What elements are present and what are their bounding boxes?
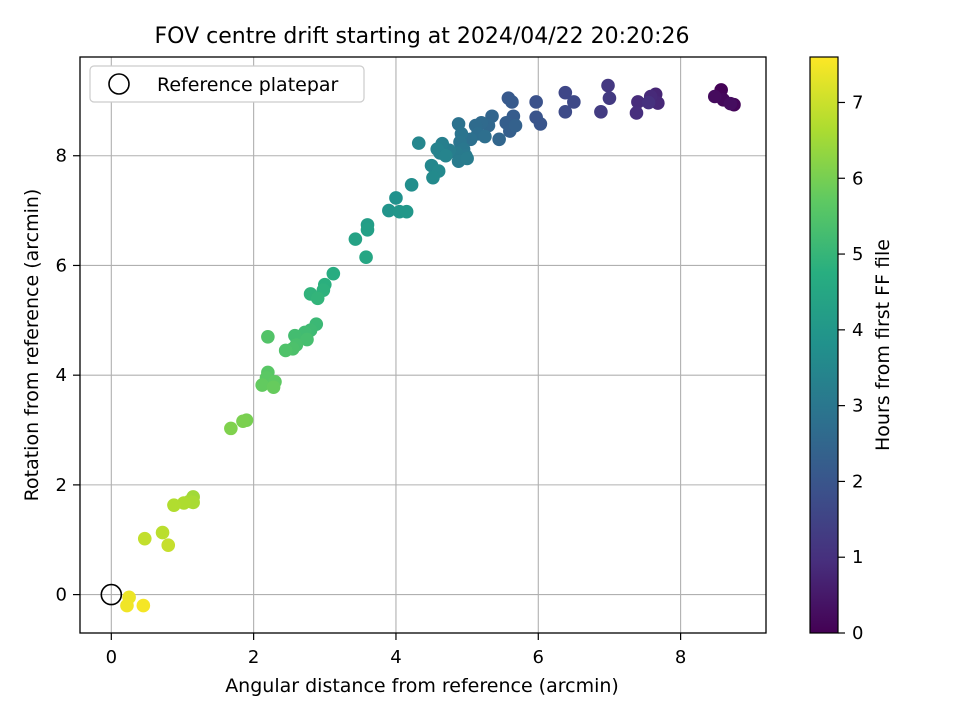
data-point: [505, 95, 519, 109]
plot-area: 0 2 4 6 8 0 2 4 6 8 Reference platepar: [56, 56, 767, 668]
data-point: [326, 266, 341, 281]
colorbar: 0 1 2 3 4 5 6 7 Hours from first FF file: [809, 56, 894, 644]
y-tick-label: 6: [56, 255, 67, 276]
data-point: [629, 106, 644, 120]
data-point: [155, 525, 170, 540]
data-point: [236, 414, 250, 429]
data-point: [382, 203, 396, 218]
data-point: [558, 85, 573, 100]
colorbar-tick-label: 7: [852, 92, 863, 113]
colorbar-tick-label: 2: [852, 471, 863, 492]
colorbar-tick-label: 4: [852, 320, 863, 341]
grid-lines: [80, 57, 766, 633]
data-point: [278, 343, 293, 358]
colorbar-tick-label: 1: [852, 547, 863, 568]
x-axis-ticks: 0 2 4 6 8: [106, 633, 686, 668]
data-point: [558, 105, 573, 119]
colorbar-tick-label: 6: [852, 168, 863, 189]
legend: Reference platepar: [89, 65, 365, 103]
data-point: [438, 148, 453, 163]
y-tick-label: 4: [56, 365, 67, 386]
x-tick-label: 8: [675, 647, 686, 668]
colorbar-ticks: 0 1 2 3 4 5 6 7: [838, 92, 863, 644]
data-point: [161, 538, 176, 553]
data-point: [567, 95, 581, 109]
x-tick-label: 4: [390, 647, 401, 668]
y-tick-label: 2: [56, 475, 67, 496]
colorbar-gradient: [809, 56, 839, 634]
colorbar-tick-label: 3: [852, 396, 863, 417]
data-point: [723, 96, 738, 111]
data-point: [533, 117, 548, 131]
data-point: [601, 78, 615, 93]
data-point: [136, 598, 151, 613]
x-tick-label: 2: [248, 647, 259, 668]
legend-box: [89, 65, 365, 103]
data-point: [492, 132, 506, 147]
y-tick-label: 0: [56, 585, 67, 606]
x-axis-label: Angular distance from reference (arcmin): [225, 675, 619, 697]
x-tick-label: 0: [106, 647, 117, 668]
data-point: [399, 204, 414, 219]
data-point: [529, 95, 543, 109]
data-point: [120, 598, 134, 613]
colorbar-tick-label: 5: [852, 244, 863, 265]
data-point: [137, 531, 152, 546]
data-point: [359, 250, 373, 265]
data-point: [404, 178, 419, 192]
y-axis-ticks: 0 2 4 6 8: [56, 146, 80, 606]
data-point: [310, 291, 325, 306]
y-axis-label: Rotation from reference (arcmin): [21, 189, 43, 502]
data-points: [120, 78, 741, 613]
data-point: [478, 129, 492, 144]
data-point: [508, 118, 523, 133]
data-point: [360, 223, 375, 237]
data-point: [602, 91, 617, 105]
data-point: [594, 105, 608, 119]
data-point: [224, 421, 238, 436]
data-point: [348, 232, 363, 246]
data-point: [641, 95, 656, 110]
data-point: [631, 95, 645, 109]
data-point: [266, 380, 281, 395]
data-point: [389, 191, 403, 205]
colorbar-tick-label: 0: [852, 623, 863, 644]
data-point: [426, 170, 440, 185]
reference-platepar-marker: [100, 583, 123, 606]
data-point: [167, 498, 181, 512]
data-point: [261, 329, 275, 344]
y-tick-label: 8: [56, 146, 67, 167]
x-tick-label: 6: [533, 647, 544, 668]
legend-open-circle-icon: [108, 73, 130, 95]
legend-label-reference-platepar: Reference platepar: [157, 74, 339, 96]
colorbar-label: Hours from first FF file: [872, 239, 894, 451]
plot-frame: [79, 56, 767, 634]
data-point: [707, 89, 722, 104]
data-point: [460, 151, 474, 166]
data-point: [411, 136, 426, 150]
data-point: [255, 378, 269, 392]
chart-title: FOV centre drift starting at 2024/04/22 …: [155, 24, 690, 49]
data-point: [300, 332, 314, 347]
